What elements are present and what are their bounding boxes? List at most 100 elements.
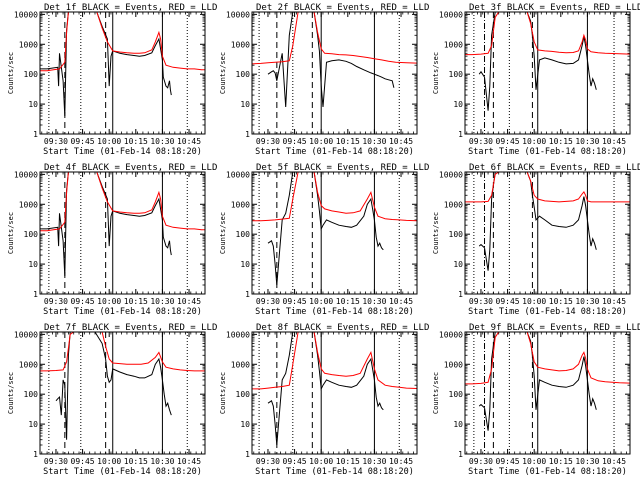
lld-series-line: [252, 172, 417, 222]
x-tick-label: 10:00: [97, 457, 121, 466]
x-tick-label: 10:15: [549, 297, 573, 306]
x-axis-label: Start Time (01-Feb-14 08:18:20): [468, 307, 627, 317]
y-tick-label: 10: [28, 260, 38, 269]
x-tick-label: 09:30: [469, 457, 493, 466]
x-tick-label: 10:45: [389, 137, 413, 146]
x-tick-label: 10:30: [362, 137, 386, 146]
y-tick-label: 1: [245, 450, 250, 459]
lld-series-line: [465, 12, 630, 56]
y-tick-label: 10000: [14, 330, 38, 339]
x-axis-label: Start Time (01-Feb-14 08:18:20): [255, 307, 414, 317]
plot-frame: [251, 171, 418, 295]
y-tick-label: 1: [33, 450, 38, 459]
x-tick-label: 10:45: [177, 457, 201, 466]
plot-frame: [464, 331, 631, 455]
x-axis-label: Start Time (01-Feb-14 08:18:20): [43, 467, 202, 477]
panel-title: Det 8f BLACK = Events, RED = LLD: [256, 323, 429, 333]
lld-series-line: [40, 172, 205, 232]
x-tick-label: 10:30: [362, 457, 386, 466]
x-tick-label: 10:00: [309, 457, 333, 466]
x-tick-label: 09:30: [256, 457, 280, 466]
x-tick-label: 10:45: [389, 457, 413, 466]
plot-frame: [39, 11, 206, 135]
y-tick-label: 100: [449, 70, 464, 79]
y-tick-label: 10000: [226, 330, 250, 339]
x-tick-label: 10:00: [522, 457, 546, 466]
lld-series-line: [465, 172, 630, 203]
x-axis-label: Start Time (01-Feb-14 08:18:20): [43, 147, 202, 157]
x-tick-label: 10:15: [336, 457, 360, 466]
y-axis-label: Counts/sec: [219, 212, 227, 254]
x-tick-label: 10:15: [336, 137, 360, 146]
detector-panel: [464, 11, 631, 135]
detector-panel: [464, 171, 631, 295]
y-tick-label: 100: [449, 230, 464, 239]
x-tick-label: 09:30: [256, 297, 280, 306]
x-tick-label: 10:45: [602, 457, 626, 466]
y-tick-label: 10000: [439, 170, 463, 179]
x-tick-label: 10:45: [177, 137, 201, 146]
y-tick-label: 1000: [19, 360, 38, 369]
x-tick-label: 10:15: [124, 297, 148, 306]
lld-series-line: [465, 332, 630, 385]
y-tick-label: 1: [458, 130, 463, 139]
x-tick-label: 10:00: [309, 297, 333, 306]
x-tick-label: 09:45: [283, 137, 307, 146]
x-tick-label: 10:45: [602, 137, 626, 146]
lld-series-line: [40, 12, 205, 72]
y-tick-label: 10: [453, 420, 463, 429]
events-series-line: [40, 172, 172, 277]
y-tick-label: 1000: [444, 360, 463, 369]
events-series-line: [267, 12, 395, 108]
y-tick-label: 1000: [19, 200, 38, 209]
x-tick-label: 10:00: [522, 137, 546, 146]
detector-panel: [39, 331, 206, 455]
y-tick-label: 100: [236, 230, 251, 239]
y-tick-label: 100: [236, 70, 251, 79]
x-axis-label: Start Time (01-Feb-14 08:18:20): [468, 467, 627, 477]
x-tick-label: 10:45: [177, 297, 201, 306]
x-tick-label: 09:45: [283, 457, 307, 466]
y-tick-label: 10: [453, 260, 463, 269]
y-tick-label: 1000: [444, 200, 463, 209]
y-tick-label: 10: [453, 100, 463, 109]
y-axis-label: Counts/sec: [432, 212, 440, 254]
x-tick-label: 10:00: [97, 137, 121, 146]
plot-frame: [39, 331, 206, 455]
x-tick-label: 09:45: [496, 137, 520, 146]
x-tick-label: 10:15: [124, 457, 148, 466]
x-tick-label: 10:30: [150, 297, 174, 306]
y-axis-label: Counts/sec: [219, 372, 227, 414]
x-axis-label: Start Time (01-Feb-14 08:18:20): [468, 147, 627, 157]
y-axis-label: Counts/sec: [432, 372, 440, 414]
plot-frame: [464, 11, 631, 135]
y-tick-label: 10: [28, 420, 38, 429]
lld-series-line: [252, 332, 417, 390]
x-tick-label: 10:45: [389, 297, 413, 306]
y-tick-label: 1: [245, 290, 250, 299]
x-tick-label: 10:00: [97, 297, 121, 306]
x-tick-label: 09:45: [71, 297, 95, 306]
x-tick-label: 10:30: [150, 457, 174, 466]
detector-panel: [464, 331, 631, 455]
y-tick-label: 1000: [19, 40, 38, 49]
detector-panel: [251, 171, 418, 295]
x-tick-label: 09:30: [469, 297, 493, 306]
y-tick-label: 1: [33, 290, 38, 299]
y-tick-label: 1000: [231, 40, 250, 49]
y-tick-label: 1: [458, 290, 463, 299]
x-tick-label: 10:15: [124, 137, 148, 146]
events-series-line: [267, 172, 384, 286]
detector-panel: [39, 171, 206, 295]
x-tick-label: 10:15: [549, 457, 573, 466]
y-tick-label: 10: [240, 260, 250, 269]
panel-title: Det 3f BLACK = Events, RED = LLD: [469, 3, 640, 13]
y-tick-label: 100: [449, 390, 464, 399]
y-tick-label: 10: [240, 100, 250, 109]
plot-frame: [251, 331, 418, 455]
x-tick-label: 09:30: [469, 137, 493, 146]
x-tick-label: 09:45: [71, 457, 95, 466]
y-tick-label: 1: [245, 130, 250, 139]
y-tick-label: 10000: [14, 170, 38, 179]
